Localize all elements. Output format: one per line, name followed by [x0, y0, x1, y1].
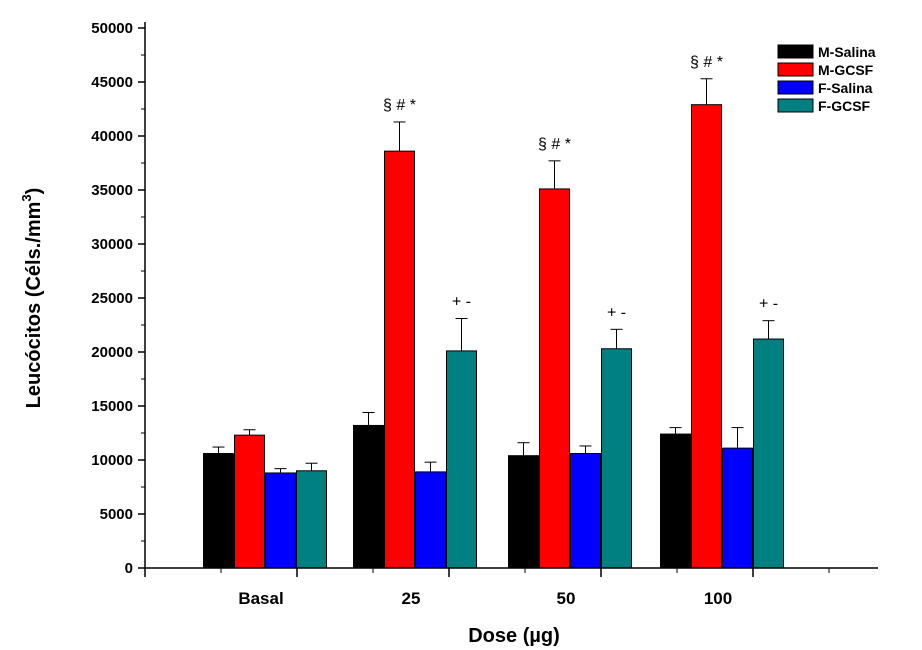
significance-mark-f-gcsf-50: + -: [607, 304, 626, 321]
bar-m-gcsf-50: [539, 188, 570, 569]
error-bars-layer: [212, 78, 775, 473]
y-axis-title: Leucócitos (Céls./mm3): [19, 188, 45, 409]
bar-m-gcsf-100: [691, 104, 722, 569]
bar-m-salina-50: [508, 455, 539, 569]
bar-f-gcsf-50: [601, 348, 632, 569]
legend-swatch-f-gcsf: [777, 98, 814, 113]
significance-mark-m-gcsf-100: § # *: [690, 54, 723, 71]
bar-m-salina-basal: [203, 453, 234, 569]
bar-f-salina-basal: [265, 472, 296, 569]
legend-swatch-m-gcsf: [777, 62, 814, 77]
bar-f-gcsf-100: [753, 338, 784, 569]
bars-layer: [203, 104, 784, 569]
significance-mark-f-gcsf-25: + -: [452, 294, 471, 311]
significance-mark-m-gcsf-50: § # *: [538, 136, 571, 153]
legend-swatch-m-salina: [777, 44, 814, 59]
y-tick-label: 50000: [91, 20, 133, 37]
bar-m-salina-100: [660, 433, 691, 569]
x-tick-label-100: 100: [704, 589, 732, 608]
y-axis-title-main: Leucócitos (Céls./mm: [23, 202, 45, 409]
y-axis-title-superscript: 3: [19, 194, 34, 201]
y-tick-label: 30000: [91, 236, 133, 253]
x-tick-label-25: 25: [402, 589, 421, 608]
bar-f-gcsf-basal: [296, 470, 327, 569]
legend-label-f-salina: F-Salina: [818, 80, 873, 96]
legend-swatch-f-salina: [777, 80, 814, 95]
y-tick-label: 40000: [91, 128, 133, 145]
bar-m-gcsf-25: [384, 150, 415, 569]
legend-label-m-salina: M-Salina: [818, 44, 876, 60]
bar-m-gcsf-basal: [234, 434, 265, 569]
legend-label-f-gcsf: F-GCSF: [818, 98, 871, 114]
significance-mark-m-gcsf-25: § # *: [383, 97, 416, 114]
x-tick-label-basal: Basal: [238, 589, 283, 608]
y-axis-title-end: ): [23, 188, 45, 195]
x-axis-title: Dose (µg): [468, 625, 560, 647]
bar-f-salina-100: [722, 447, 753, 569]
legend: M-Salina M-GCSF F-Salina F-GCSF: [777, 44, 876, 114]
bar-f-salina-50: [570, 453, 601, 569]
y-tick-label: 25000: [91, 290, 133, 307]
y-tick-label: 20000: [91, 344, 133, 361]
y-tick-label: 10000: [91, 452, 133, 469]
y-tick-label: 5000: [100, 506, 133, 523]
y-tick-label: 15000: [91, 398, 133, 415]
y-tick-label: 0: [125, 560, 133, 577]
y-tick-label: 35000: [91, 182, 133, 199]
x-tick-label-50: 50: [557, 589, 576, 608]
y-tick-label: 45000: [91, 74, 133, 91]
bar-f-salina-25: [415, 471, 446, 569]
bar-m-salina-25: [353, 424, 384, 569]
annotations-layer: § # * § # * § # * + - + - + -: [383, 54, 778, 322]
axes-layer: 0 5000 10000 15000 20000 25000 30000 35000 40000…: [91, 20, 878, 608]
significance-mark-f-gcsf-100: + -: [759, 296, 778, 313]
legend-label-m-gcsf: M-GCSF: [818, 62, 874, 78]
bar-f-gcsf-25: [446, 350, 477, 569]
